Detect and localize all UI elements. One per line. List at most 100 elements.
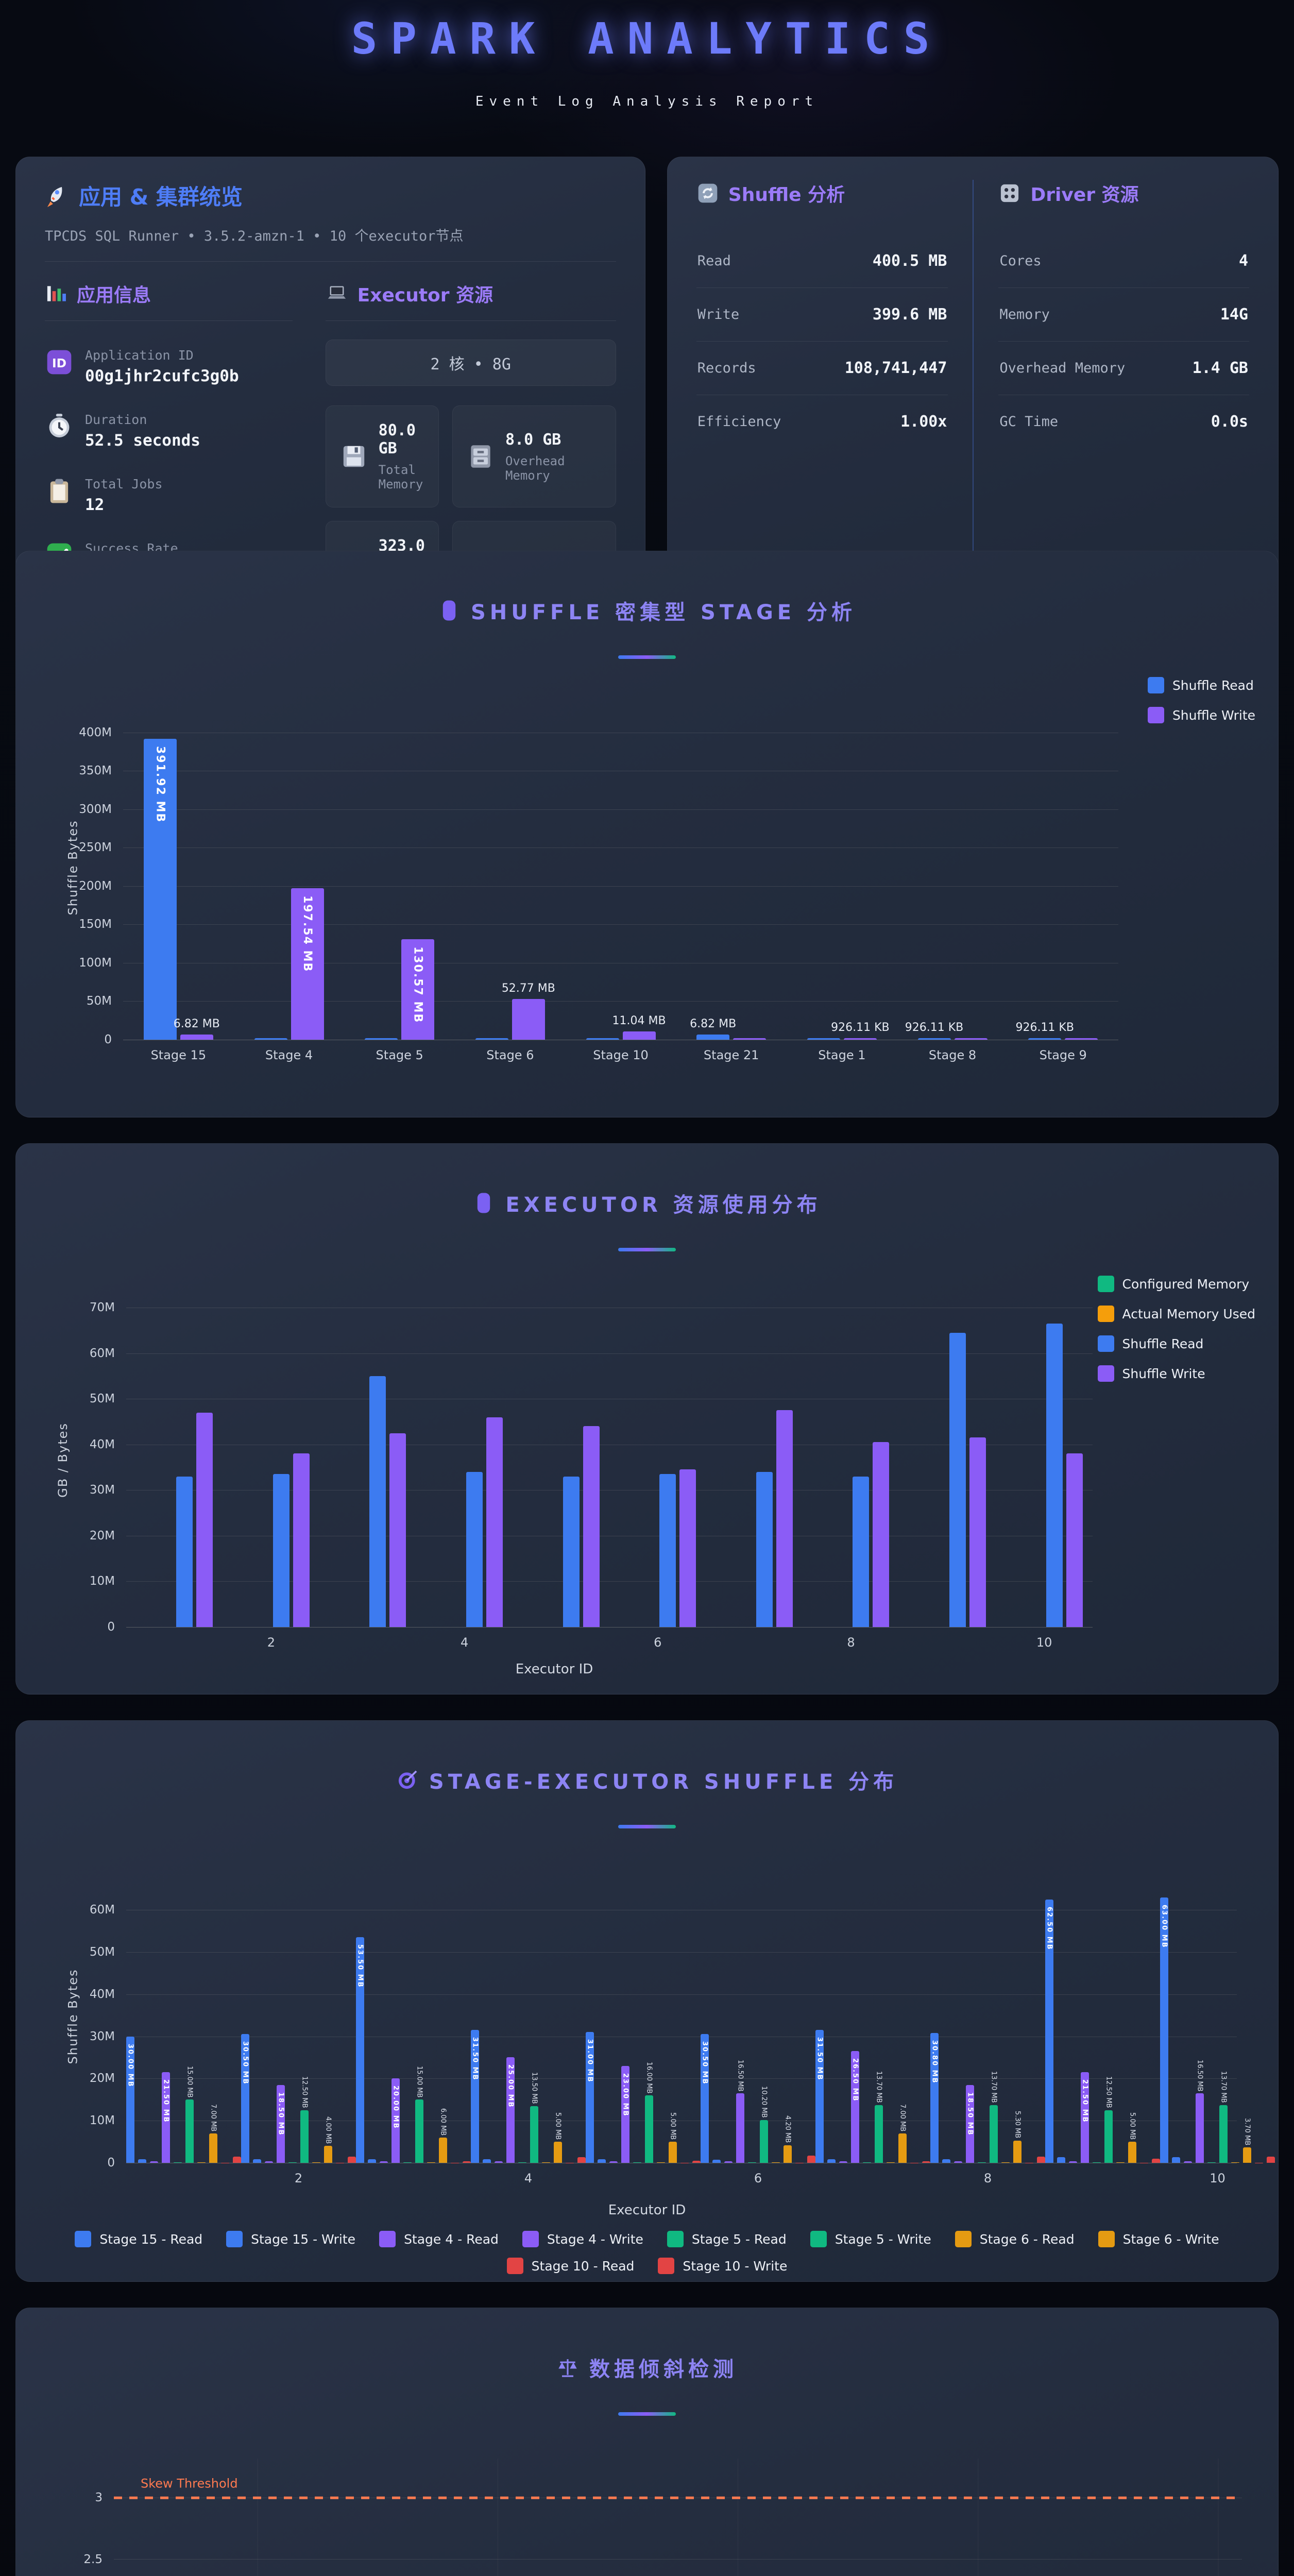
- bar: [598, 2159, 606, 2163]
- legend-item[interactable]: Stage 6 - Write: [1098, 2231, 1219, 2247]
- x-tick-label: 10: [1036, 1635, 1052, 1650]
- bar-value-label: 26.50 MB: [851, 2058, 859, 2102]
- bar: [954, 2161, 962, 2163]
- legend-item[interactable]: Stage 15 - Read: [75, 2231, 202, 2247]
- bar-group: 2: [223, 1308, 320, 1650]
- block-icon: [438, 599, 461, 622]
- y-tick-label: 10M: [89, 2114, 115, 2128]
- app-info-title: 应用信息: [77, 285, 151, 306]
- bar-value-label: 13.70 MB: [875, 2071, 883, 2103]
- bar: 13.50 MB: [530, 2072, 538, 2163]
- bar: [403, 2162, 412, 2163]
- cabinet-icon: [466, 442, 495, 471]
- bar-value-label: 62.50 MB: [1045, 1906, 1053, 1951]
- legend-swatch: [1097, 1306, 1114, 1322]
- legend-item[interactable]: Shuffle Read: [1097, 1335, 1255, 1352]
- x-tick-label: Stage 5: [376, 1048, 423, 1062]
- app-info-item-label: Duration: [85, 412, 147, 427]
- bar: 31.50 MB: [471, 2030, 479, 2163]
- bar: 391.92 MB: [143, 738, 177, 1040]
- metric-label: Cores: [999, 253, 1042, 269]
- bar-value-label: 18.50 MB: [966, 2092, 974, 2136]
- bar-groups: 2 4 6 8 10: [126, 1308, 1093, 1650]
- legend-swatch: [522, 2231, 539, 2247]
- bar: [807, 2156, 815, 2163]
- y-tick-label: 400M: [79, 725, 112, 739]
- bar: 30.50 MB: [701, 2034, 709, 2163]
- y-tick-label: 60M: [89, 1903, 115, 1917]
- chart-title-row: EXECUTOR 资源使用分布: [16, 1144, 1278, 1218]
- metric-row: Efficiency 1.00x: [696, 395, 948, 448]
- bar-value-label: 6.82 MB: [690, 1017, 737, 1030]
- bar-value-label: 13.70 MB: [1219, 2071, 1228, 2103]
- bar-value-label: 5.30 MB: [1013, 2111, 1021, 2139]
- legend-item[interactable]: Stage 5 - Read: [667, 2231, 787, 2247]
- bar-value-label: 30.80 MB: [930, 2040, 939, 2084]
- bar: [348, 2156, 356, 2163]
- legend-item[interactable]: Stage 5 - Write: [810, 2231, 931, 2247]
- app-info-item-value: 00g1jhr2cufc3g0b: [85, 367, 239, 385]
- y-axis-label: GB / Bytes: [55, 1422, 70, 1498]
- chart-title-row: 数据倾斜检测: [16, 2308, 1278, 2382]
- legend-item[interactable]: Stage 15 - Write: [226, 2231, 355, 2247]
- legend-item[interactable]: Stage 4 - Write: [522, 2231, 643, 2247]
- bar-group: 926.11 KB Stage 9: [1008, 717, 1118, 1062]
- bar: [827, 2159, 836, 2163]
- legend-item[interactable]: Actual Memory Used: [1097, 1306, 1255, 1322]
- x-tick-label: Stage 15: [150, 1048, 207, 1062]
- driver-resources-title: Driver 资源: [1030, 184, 1139, 206]
- report-header: SPARK ANALYTICS Event Log Analysis Repor…: [0, 0, 1294, 157]
- laptop-icon: [326, 282, 348, 305]
- bar-group: 52.77 MB Stage 6: [455, 717, 566, 1062]
- metric-value: 0.0s: [1211, 413, 1248, 431]
- bar-value-label: 15.00 MB: [185, 2065, 194, 2098]
- app-info-item-value: 12: [85, 496, 105, 514]
- executor-usage-chart-card: EXECUTOR 资源使用分布 0 10M 20M 30M 40M 50M 60M 70M 2 4…: [15, 1143, 1279, 1694]
- bar: [659, 1474, 676, 1627]
- bar-value-label: 3.70 MB: [1243, 2117, 1251, 2145]
- legend-item[interactable]: Shuffle Write: [1147, 707, 1255, 723]
- bar-value-label: 12.50 MB: [1104, 2076, 1113, 2108]
- app-info-item-text: Application ID 00g1jhr2cufc3g0b: [85, 348, 239, 385]
- bar: [542, 2162, 550, 2163]
- bar-value-label: 13.70 MB: [990, 2071, 998, 2103]
- gridline: [126, 1627, 1093, 1628]
- bar-value-label: 23.00 MB: [621, 2073, 629, 2117]
- bar-group: 8: [803, 1308, 899, 1650]
- legend-label: Stage 5 - Read: [691, 2231, 787, 2247]
- x-axis-label: Executor ID: [515, 1662, 593, 1677]
- bar: [197, 2162, 206, 2163]
- legend-item[interactable]: Shuffle Read: [1147, 677, 1255, 693]
- bar: [942, 2159, 950, 2163]
- gridline: [126, 2078, 1237, 2079]
- bar: 7.00 MB: [209, 2104, 217, 2163]
- bar-group: [899, 1308, 996, 1627]
- bar: [969, 1437, 986, 1627]
- legend-item[interactable]: Shuffle Write: [1097, 1365, 1255, 1382]
- legend-item[interactable]: Stage 6 - Read: [955, 2231, 1075, 2247]
- bar: [978, 2162, 986, 2163]
- bar: [174, 2162, 182, 2163]
- legend-item[interactable]: Stage 10 - Write: [658, 2258, 787, 2274]
- executor-resources-title: Executor 资源: [357, 285, 493, 306]
- bar-value-label: 16.50 MB: [736, 2059, 744, 2091]
- y-tick-label: 100M: [79, 956, 112, 970]
- y-tick-label: 150M: [79, 918, 112, 931]
- app-cluster-subtitle: TPCDS SQL Runner • 3.5.2-amzn-1 • 10 个ex…: [45, 228, 464, 244]
- executor-stat-label: Total Memory: [378, 463, 423, 492]
- app-info-item-text: Duration 52.5 seconds: [85, 412, 200, 450]
- gridline: [123, 886, 1118, 887]
- legend-item[interactable]: Configured Memory: [1097, 1276, 1255, 1292]
- bar: 52.77 MB: [502, 982, 555, 1040]
- title-underline: [618, 2412, 676, 2416]
- target-icon: [396, 1769, 419, 1791]
- legend-swatch: [1097, 1335, 1114, 1352]
- legend-swatch: [1098, 2231, 1115, 2247]
- legend-item[interactable]: Stage 4 - Read: [379, 2231, 499, 2247]
- executor-stat-value: 8.0 GB: [505, 430, 561, 449]
- bar-value-label: 391.92 MB: [154, 745, 167, 823]
- legend-item[interactable]: Stage 10 - Read: [506, 2258, 634, 2274]
- legend-label: Stage 5 - Write: [835, 2231, 931, 2247]
- legend-swatch: [667, 2231, 684, 2247]
- bar-group: 31.50 MB 25.00 MB 13.50 MB 5.00 MB 4: [471, 1885, 586, 2185]
